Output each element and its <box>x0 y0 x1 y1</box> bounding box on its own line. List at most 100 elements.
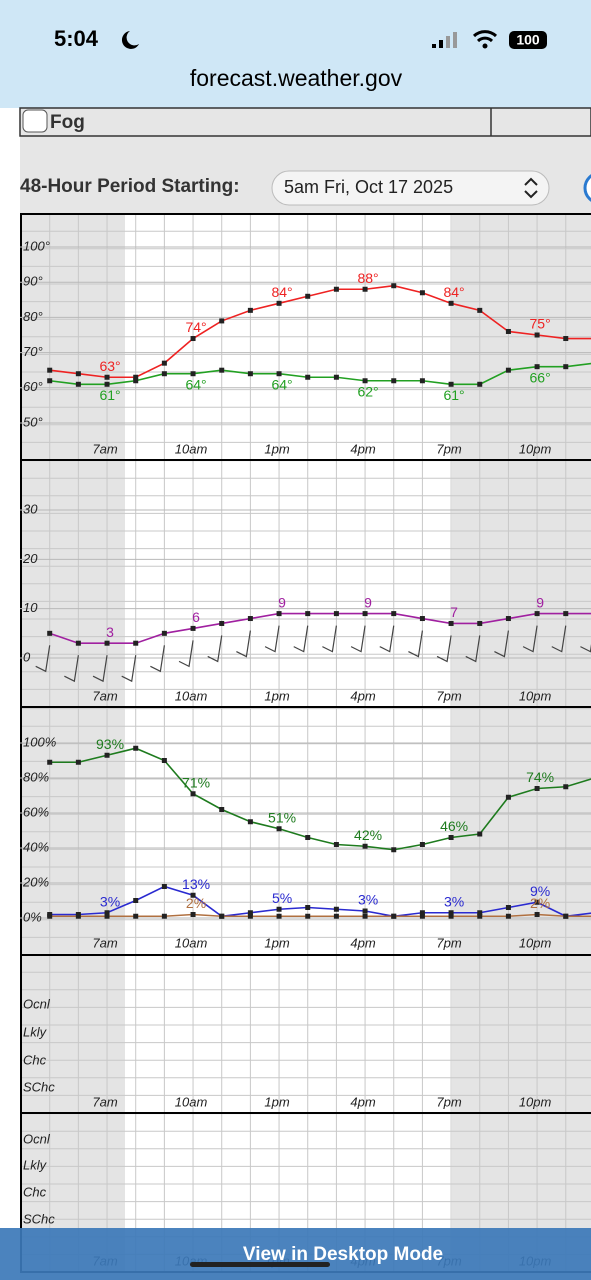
data-label: 42% <box>354 827 382 843</box>
wifi-icon <box>472 30 498 43</box>
data-point <box>104 374 110 380</box>
data-point <box>47 630 53 636</box>
data-point <box>276 300 282 306</box>
data-label: 9 <box>364 594 372 610</box>
data-point <box>276 906 282 912</box>
data-label: 75° <box>530 316 551 332</box>
data-label: 5% <box>272 890 292 906</box>
data-point <box>104 381 110 387</box>
data-point <box>104 640 110 646</box>
data-point <box>391 847 397 853</box>
y-tick-label: 60% <box>23 804 49 819</box>
x-tick-label: 1pm <box>264 935 289 950</box>
x-tick-label: 7am <box>92 688 117 703</box>
data-label: 13% <box>182 876 210 892</box>
wind-barb <box>178 640 194 668</box>
y-tick-label: 50° <box>23 414 43 429</box>
data-point <box>161 360 167 366</box>
data-point <box>219 620 225 626</box>
wind-barb <box>121 655 137 683</box>
data-label: 74% <box>526 769 554 785</box>
row-label: Chc <box>23 1052 47 1067</box>
select-arrows <box>524 177 538 199</box>
data-point <box>362 913 368 919</box>
series-line <box>49 362 591 386</box>
y-tick-label: 30 <box>23 501 38 516</box>
data-label: 3 <box>106 624 114 640</box>
x-tick-label: 4pm <box>350 441 375 456</box>
battery-icon <box>509 31 547 49</box>
data-point <box>505 367 511 373</box>
wind-barb <box>465 635 481 663</box>
data-point <box>305 835 311 840</box>
data-point <box>333 842 339 847</box>
home-indicator <box>190 1262 330 1267</box>
wind-barb <box>92 655 108 683</box>
data-point <box>305 293 311 299</box>
y-tick-label: 80° <box>23 309 43 324</box>
x-tick-label: 7am <box>92 1094 117 1109</box>
data-point <box>219 807 225 812</box>
data-point <box>333 906 339 912</box>
data-label: 71% <box>182 774 210 790</box>
data-point <box>161 913 167 919</box>
x-tick-label: 7pm <box>436 935 461 950</box>
night-shade <box>452 955 591 1113</box>
y-tick-label: 70° <box>23 344 43 359</box>
data-point <box>477 620 483 626</box>
data-point <box>448 381 454 387</box>
data-point <box>505 328 511 334</box>
data-point <box>419 910 425 916</box>
x-tick-label: 10am <box>175 1094 208 1109</box>
data-label: 9% <box>530 883 550 899</box>
url[interactable]: forecast.weather.gov <box>190 65 403 91</box>
x-tick-label: 10am <box>175 688 208 703</box>
data-point <box>133 640 139 646</box>
desktop-banner[interactable] <box>0 1228 591 1280</box>
period-label: 48-Hour Period Starting: <box>20 176 240 197</box>
data-point <box>333 611 339 617</box>
data-label: 61° <box>443 387 464 403</box>
clock: 5:04 <box>54 26 99 51</box>
row-label: Ocnl <box>23 1131 51 1146</box>
data-point <box>247 910 253 916</box>
wind-barb <box>350 625 366 653</box>
data-point <box>391 378 397 384</box>
data-point <box>133 378 139 384</box>
data-point <box>190 625 196 631</box>
wind-barb <box>207 635 223 663</box>
data-point <box>75 759 81 765</box>
data-label: 63° <box>99 358 120 374</box>
wind-barb <box>580 643 591 653</box>
data-point <box>448 910 454 916</box>
data-point <box>305 374 311 380</box>
data-point <box>333 913 339 919</box>
x-tick-label: 7am <box>92 441 117 456</box>
data-point <box>104 910 110 916</box>
data-point <box>190 336 196 342</box>
wind-barb <box>494 630 510 658</box>
wind-barb <box>322 625 337 653</box>
series-line <box>49 885 591 918</box>
data-point <box>362 908 368 914</box>
data-point <box>333 374 339 380</box>
series-line <box>49 747 591 851</box>
fog-checkbox[interactable] <box>22 109 48 133</box>
series-line <box>49 612 591 645</box>
data-label: 6 <box>192 609 200 625</box>
data-point <box>563 364 569 370</box>
data-point <box>161 630 167 636</box>
period-select[interactable] <box>271 170 550 206</box>
y-tick-label: 0 <box>23 649 31 664</box>
wind-barb <box>551 625 567 653</box>
submit-button[interactable] <box>583 173 591 203</box>
data-point <box>47 759 53 765</box>
x-tick-label: 7pm <box>436 1094 461 1109</box>
data-label: 84° <box>443 284 464 300</box>
data-point <box>75 640 81 646</box>
data-point <box>305 905 311 910</box>
wind-barb <box>436 635 452 663</box>
data-point <box>362 378 368 384</box>
data-point <box>563 784 569 790</box>
